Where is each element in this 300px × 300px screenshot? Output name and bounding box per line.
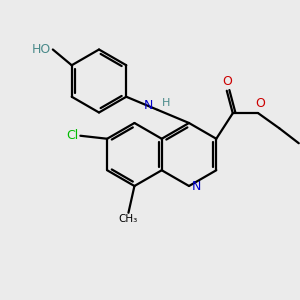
Text: O: O bbox=[255, 97, 265, 110]
Text: H: H bbox=[162, 98, 170, 108]
Text: Cl: Cl bbox=[67, 129, 79, 142]
Text: N: N bbox=[144, 99, 153, 112]
Text: HO: HO bbox=[32, 43, 51, 56]
Text: N: N bbox=[192, 179, 201, 193]
Text: O: O bbox=[222, 75, 232, 88]
Text: CH₃: CH₃ bbox=[119, 214, 138, 224]
